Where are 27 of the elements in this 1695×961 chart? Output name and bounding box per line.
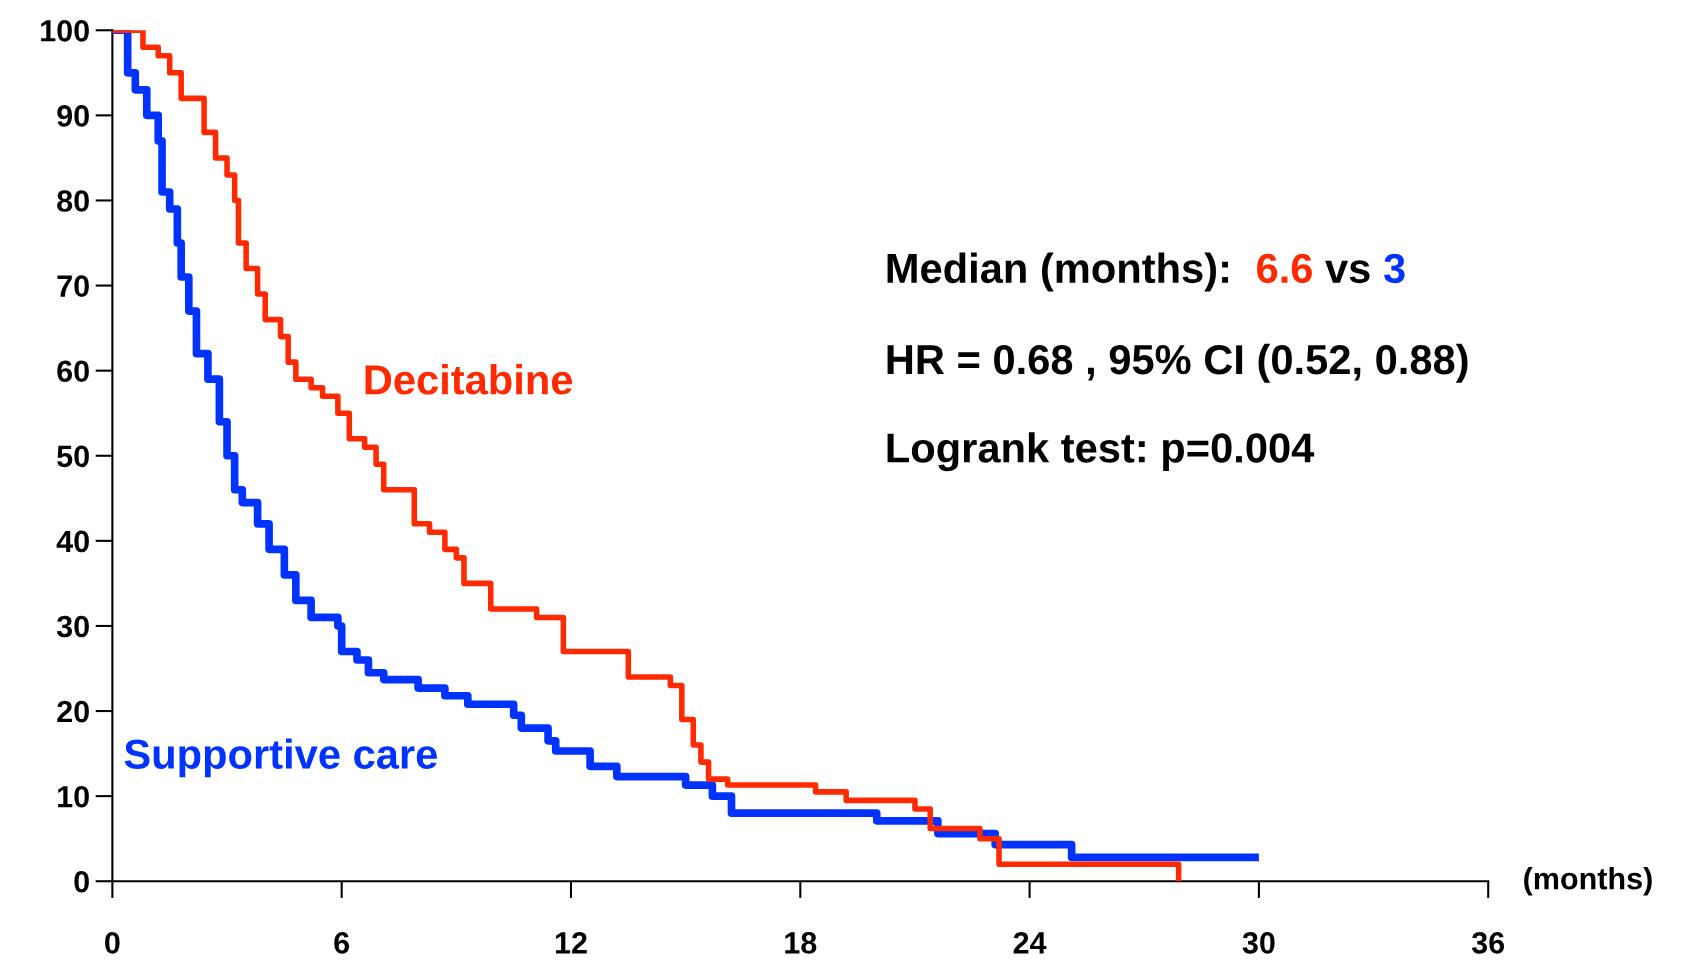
x-tick-label: 0 [105,932,120,954]
y-tick-label: 70 [57,275,89,297]
annotation: HR = 0.68 , 95% CI (0.52, 0.88) [887,343,1468,383]
x-tick-label: 36 [1471,932,1505,954]
y-tick-label: 30 [56,615,89,638]
x-tick-label: 12 [555,932,587,954]
y-tick-label: 100 [41,20,89,42]
y-tick-label: 80 [57,190,89,212]
x-tick-label: 24 [1013,932,1047,954]
annotation: 6.6 [1257,253,1312,284]
y-tick-label: 50 [57,445,89,468]
y-tick-label: 10 [58,785,89,808]
x-tick-label: 30 [1242,932,1275,954]
y-tick-label: 60 [57,360,89,383]
y-tick-label: 20 [57,700,89,723]
series-label: Supportive care [124,738,437,778]
y-tick-label: 40 [56,530,89,553]
y-tick-label: 90 [57,105,89,127]
x-axis-title: (months) [1524,867,1652,896]
series-label: Decitabine [365,364,573,395]
annotation: 3 [1384,253,1405,284]
annotation: vs [1325,260,1370,284]
x-tick-label: 6 [334,932,350,954]
x-tick-label: 18 [785,932,817,954]
annotation: Logrank test: p=0.004 [887,432,1315,472]
annotation: Median (months): [887,252,1228,292]
y-tick-label: 0 [74,870,89,893]
